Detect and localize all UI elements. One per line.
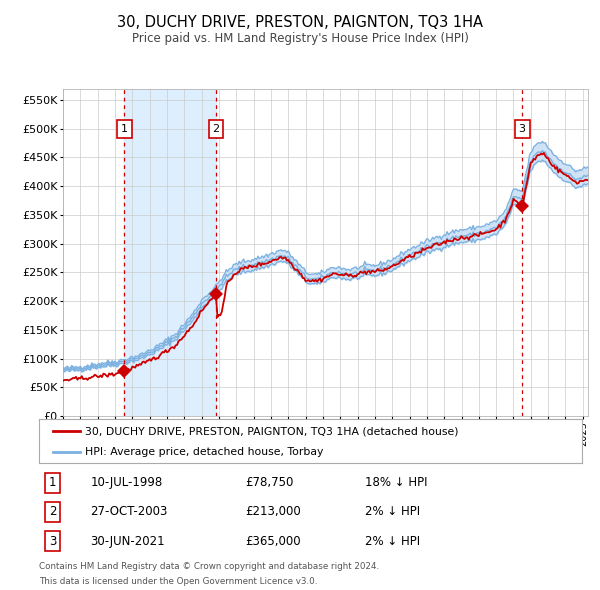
Text: 2% ↓ HPI: 2% ↓ HPI xyxy=(365,535,420,548)
Text: 30, DUCHY DRIVE, PRESTON, PAIGNTON, TQ3 1HA: 30, DUCHY DRIVE, PRESTON, PAIGNTON, TQ3 … xyxy=(117,15,483,30)
Text: 2% ↓ HPI: 2% ↓ HPI xyxy=(365,505,420,519)
Text: £365,000: £365,000 xyxy=(245,535,301,548)
Text: 1: 1 xyxy=(49,476,56,489)
Text: This data is licensed under the Open Government Licence v3.0.: This data is licensed under the Open Gov… xyxy=(39,577,317,586)
Text: 2: 2 xyxy=(49,505,56,519)
Text: 30, DUCHY DRIVE, PRESTON, PAIGNTON, TQ3 1HA (detached house): 30, DUCHY DRIVE, PRESTON, PAIGNTON, TQ3 … xyxy=(85,427,458,436)
Text: 18% ↓ HPI: 18% ↓ HPI xyxy=(365,476,427,489)
Text: £78,750: £78,750 xyxy=(245,476,294,489)
Bar xyxy=(124,88,216,416)
Text: 2: 2 xyxy=(212,124,220,134)
Text: Contains HM Land Registry data © Crown copyright and database right 2024.: Contains HM Land Registry data © Crown c… xyxy=(39,562,379,571)
Text: 3: 3 xyxy=(49,535,56,548)
Text: 10-JUL-1998: 10-JUL-1998 xyxy=(91,476,163,489)
Text: 3: 3 xyxy=(518,124,526,134)
Text: HPI: Average price, detached house, Torbay: HPI: Average price, detached house, Torb… xyxy=(85,447,323,457)
Text: 27-OCT-2003: 27-OCT-2003 xyxy=(91,505,168,519)
Text: £213,000: £213,000 xyxy=(245,505,301,519)
Text: Price paid vs. HM Land Registry's House Price Index (HPI): Price paid vs. HM Land Registry's House … xyxy=(131,32,469,45)
Text: 30-JUN-2021: 30-JUN-2021 xyxy=(91,535,165,548)
Text: 1: 1 xyxy=(121,124,128,134)
